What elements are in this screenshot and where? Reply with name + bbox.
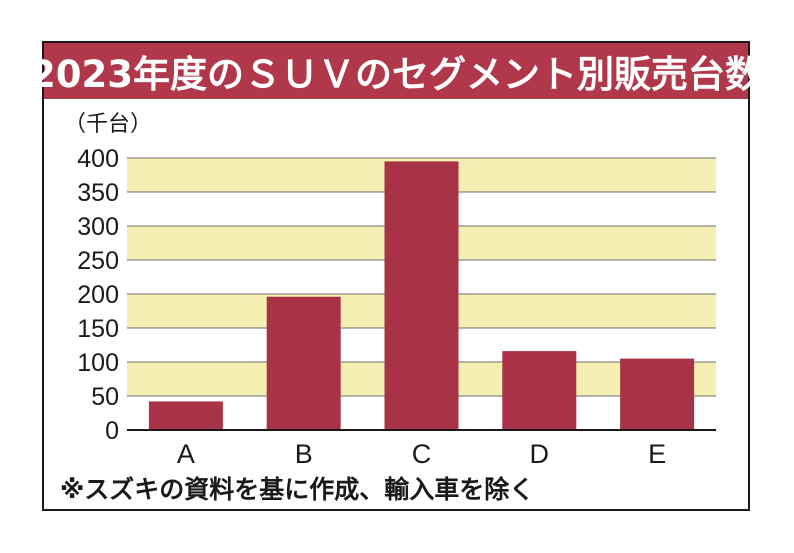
bar-E xyxy=(620,358,695,430)
bar-C xyxy=(384,161,459,430)
bars xyxy=(148,161,695,430)
y-tick-300: 300 xyxy=(77,213,119,241)
footnote: ※スズキの資料を基に作成、輸入車を除く xyxy=(60,475,535,504)
x-tick-D: D xyxy=(530,439,550,469)
y-tick-150: 150 xyxy=(77,315,119,343)
y-tick-50: 50 xyxy=(91,383,119,411)
y-tick-250: 250 xyxy=(77,247,119,275)
y-axis-unit-label: （千台） xyxy=(64,112,153,137)
x-tick-E: E xyxy=(648,439,666,469)
y-tick-labels: 0 50 100 150 200 250 300 350 400 xyxy=(77,145,119,445)
y-tick-0: 0 xyxy=(105,417,119,445)
x-tick-B: B xyxy=(295,439,313,469)
x-tick-labels: A B C D E xyxy=(177,439,666,469)
title-bar: 2023年度のＳＵＶのセグメント別販売台数 xyxy=(30,43,762,99)
y-tick-400: 400 xyxy=(77,145,119,173)
y-tick-350: 350 xyxy=(77,179,119,207)
bar-A xyxy=(148,401,223,430)
x-tick-A: A xyxy=(177,439,195,469)
bar-D xyxy=(502,351,577,430)
x-tick-C: C xyxy=(412,439,432,469)
bar-B xyxy=(266,296,341,430)
y-tick-200: 200 xyxy=(77,281,119,309)
y-tick-100: 100 xyxy=(77,349,119,377)
chart-title: 2023年度のＳＵＶのセグメント別販売台数 xyxy=(30,53,762,96)
